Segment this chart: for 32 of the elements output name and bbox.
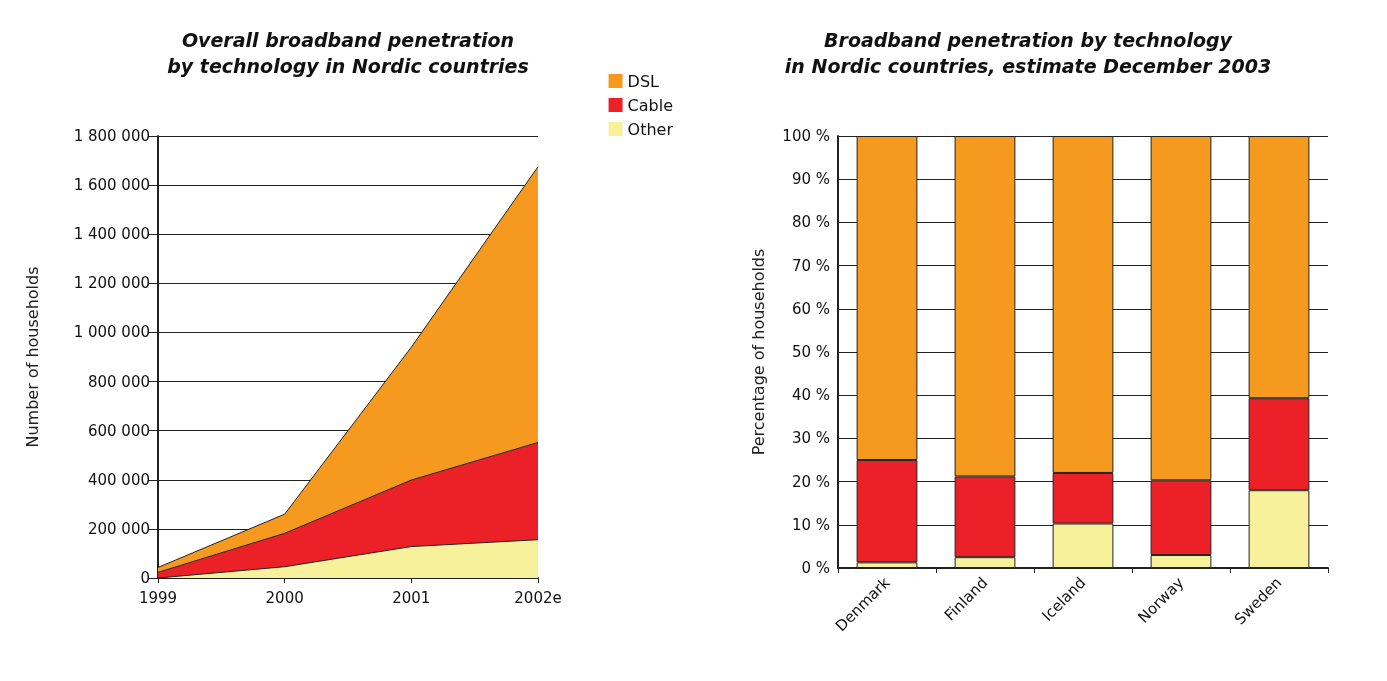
y-tick-label: 0 <box>140 569 150 587</box>
y-tick-label: 1 200 000 <box>73 274 150 293</box>
y-tick-label: 60 % <box>791 299 830 318</box>
y-axis-title: Percentage of households <box>748 248 768 456</box>
y-tick-label: 0 % <box>801 559 830 577</box>
y-tick-label: 80 % <box>791 213 830 232</box>
y-tick-label: 40 % <box>791 386 830 405</box>
y-tick-label: 1 600 000 <box>73 176 150 195</box>
y-tick-label: 30 % <box>791 429 830 448</box>
y-tick-label: 70 % <box>791 256 830 275</box>
y-tick-label: 600 000 <box>87 421 150 440</box>
y-tick-label: 90 % <box>791 170 830 189</box>
y-tick-label: 10 % <box>791 515 830 534</box>
legend-label: DSL <box>627 71 660 91</box>
y-tick-label: 100 % <box>782 127 830 145</box>
y-tick-label: 20 % <box>791 472 830 491</box>
legend-label: Cable <box>627 95 673 115</box>
x-tick-label: 1999 <box>138 588 178 607</box>
x-tick-label: 2001 <box>392 588 431 607</box>
legend-label: Other <box>627 119 674 139</box>
x-tick-label: 2000 <box>265 588 304 607</box>
chart-title: Broadband penetration by technology in Nordic countries, estimate December 2003 <box>784 29 1272 77</box>
x-tick-label: 2002e <box>514 588 562 607</box>
y-tick-label: 200 000 <box>87 519 150 538</box>
y-axis-title: Number of households <box>22 266 42 448</box>
chart-title: Overall broadband penetration by technology in Nordic countries <box>167 29 529 77</box>
y-tick-label: 1 400 000 <box>73 225 150 244</box>
y-tick-label: 800 000 <box>87 372 150 391</box>
y-tick-label: 1 800 000 <box>73 127 150 145</box>
y-tick-label: 1 000 000 <box>73 323 150 342</box>
y-tick-label: 50 % <box>791 343 830 361</box>
y-tick-label: 400 000 <box>87 470 150 489</box>
